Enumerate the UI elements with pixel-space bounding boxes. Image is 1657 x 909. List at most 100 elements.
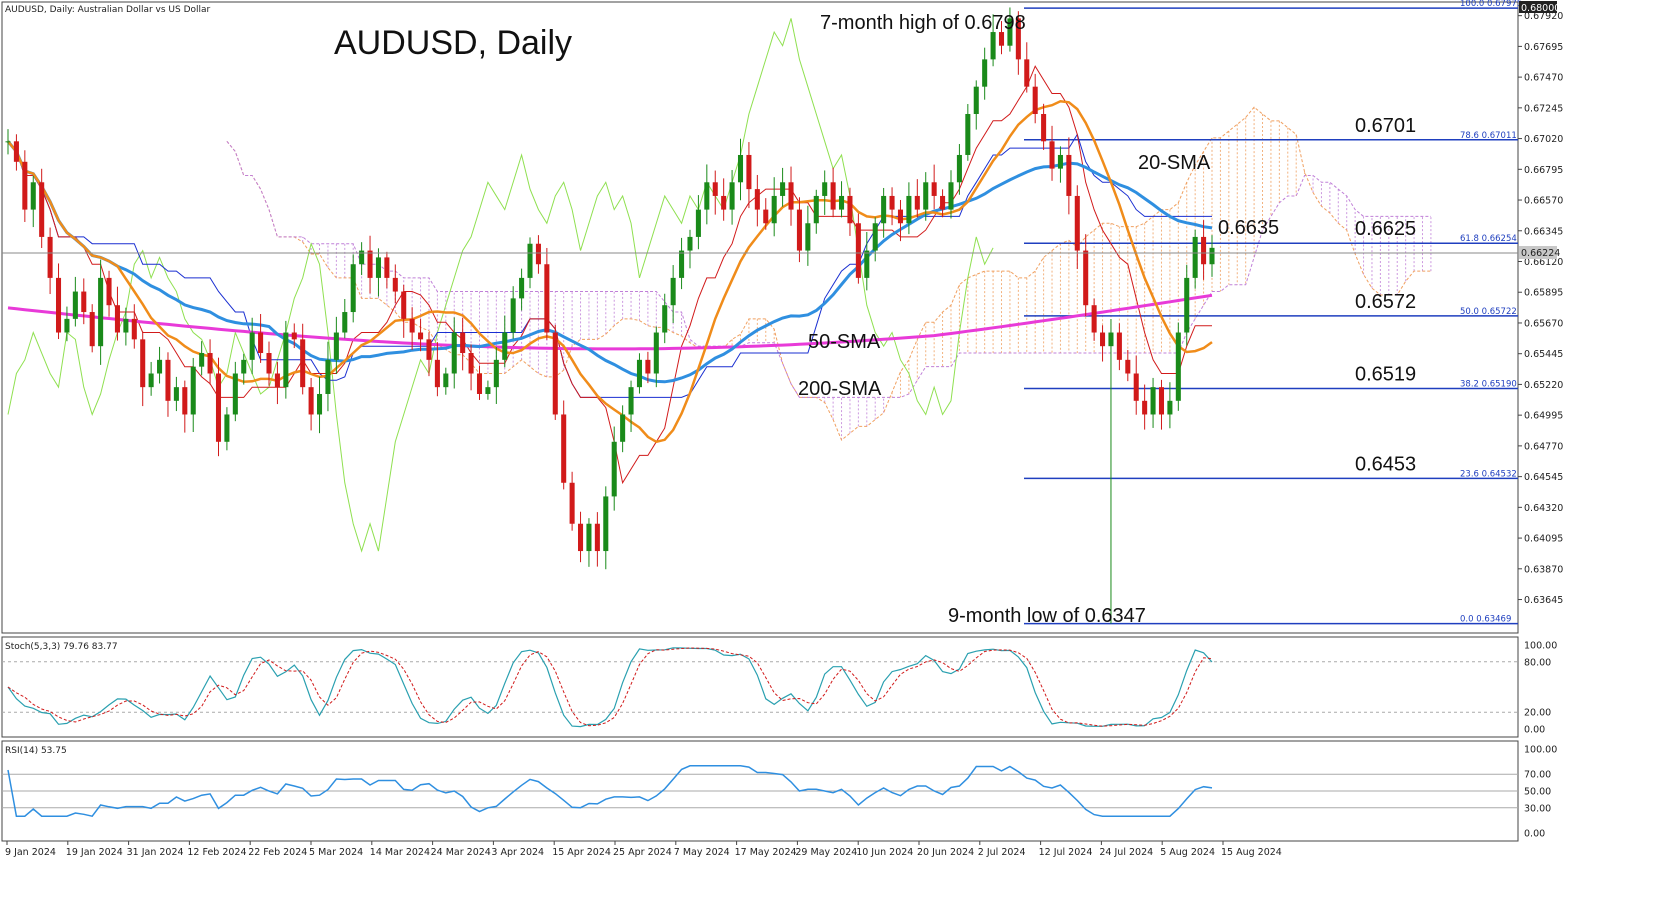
- date-tick-label: 20 Jun 2024: [917, 847, 974, 858]
- candle-body: [157, 359, 163, 374]
- candle-body: [224, 414, 230, 442]
- candle-body: [392, 277, 398, 292]
- candle-body: [923, 182, 929, 210]
- candle-body: [763, 209, 769, 224]
- price-tick-label: 0.65445: [1524, 349, 1563, 360]
- candle-body: [502, 332, 508, 360]
- price-tick-label: 0.65895: [1524, 288, 1563, 299]
- candle-body: [519, 277, 525, 299]
- date-tick-label: 12 Feb 2024: [187, 847, 246, 858]
- candle-body: [1032, 86, 1038, 114]
- candle-body: [822, 182, 828, 196]
- candle-body: [603, 496, 609, 552]
- top-price-box: [1519, 1, 1557, 13]
- candle-body: [22, 161, 28, 210]
- candle-body: [552, 332, 558, 415]
- candle-body: [325, 359, 331, 394]
- senkou-span-b: [226, 140, 1431, 398]
- candle-body: [586, 523, 592, 552]
- candle-body: [39, 182, 45, 237]
- stoch-signal-line: [7, 647, 1213, 727]
- date-tick-label: 5 Aug 2024: [1160, 847, 1215, 858]
- candle-body: [300, 339, 306, 388]
- candle-body: [274, 373, 280, 388]
- candle-body: [940, 195, 946, 210]
- candle-body: [232, 373, 238, 415]
- fibonacci-levels: 100.0 0.67975 78.6 0.67011 0.6701 61.8 0.66…: [1024, 0, 1522, 625]
- candle-body: [906, 195, 912, 224]
- candle-body: [426, 339, 432, 360]
- date-tick-label: 29 May 2024: [795, 847, 857, 858]
- fib-level-label: 78.6 0.67011: [1460, 131, 1517, 141]
- symbol-line: AUDUSD, Daily: Australian Dollar vs US D…: [5, 5, 211, 15]
- candle-body: [721, 195, 727, 210]
- candle-body: [998, 32, 1005, 46]
- candle-body: [771, 195, 777, 224]
- candle-body: [1133, 373, 1139, 401]
- stoch-main-line: [7, 647, 1213, 728]
- candle-body: [1041, 113, 1047, 142]
- price-tick-label: 0.67695: [1524, 42, 1563, 53]
- candle-body: [1167, 400, 1173, 415]
- price-tick-label: 0.66345: [1524, 226, 1563, 237]
- rsi-line: [7, 765, 1213, 818]
- senkou-span-a: [226, 106, 1431, 441]
- sma50-line: [6, 140, 1213, 384]
- candle-body: [704, 182, 710, 210]
- stoch-tick-label: 80.00: [1524, 657, 1551, 668]
- date-tick-label: 15 Apr 2024: [552, 847, 611, 858]
- rsi-tick-label: 100.00: [1524, 745, 1557, 756]
- stoch-tick-label: 100.00: [1524, 641, 1557, 652]
- candle-body: [114, 305, 120, 333]
- candle-body: [215, 373, 222, 442]
- candle-body: [645, 359, 651, 374]
- candle-body: [64, 318, 70, 333]
- candle-body: [780, 182, 786, 196]
- fib-level-value: 0.6519: [1355, 364, 1416, 386]
- current-price-label: 0.66224: [1521, 248, 1560, 259]
- candle-body: [1125, 359, 1131, 374]
- candle-body: [636, 359, 642, 388]
- candle-body: [1175, 332, 1181, 401]
- fib-level-label: 100.0 0.67975: [1460, 0, 1522, 9]
- candle-body: [754, 189, 760, 210]
- price-tick-label: 0.66570: [1524, 196, 1563, 207]
- candle-body: [1083, 250, 1089, 306]
- candle-body: [30, 182, 36, 210]
- candle-body: [805, 223, 811, 251]
- date-tick-label: 12 Jul 2024: [1039, 847, 1093, 858]
- rsi-tick-label: 50.00: [1524, 787, 1551, 798]
- fib-level-label: 23.6 0.64532: [1460, 469, 1517, 479]
- candle-body: [1209, 247, 1215, 265]
- fib-level-value: 0.6625: [1355, 218, 1416, 240]
- candle-body: [1184, 277, 1190, 333]
- candle-body: [1049, 141, 1055, 169]
- candle-body: [1158, 387, 1165, 415]
- candle-body: [687, 236, 693, 251]
- candle-body: [258, 332, 264, 354]
- candle-body: [173, 387, 179, 401]
- candle-body: [695, 209, 701, 237]
- stochastic-oscillator: 100.00 80.00 20.00 0.00: [2, 641, 1557, 736]
- candle-body: [982, 59, 988, 87]
- candle-body: [460, 332, 466, 354]
- stoch-label: Stoch(5,3,3) 79.76 83.77: [5, 642, 118, 652]
- rsi-label: RSI(14) 53.75: [5, 746, 67, 756]
- candle-body: [55, 277, 62, 333]
- stoch-tick-label: 20.00: [1524, 708, 1551, 719]
- date-tick-label: 7 May 2024: [674, 847, 730, 858]
- date-tick-label: 24 Jul 2024: [1099, 847, 1153, 858]
- price-tick-label: 0.66120: [1524, 257, 1563, 268]
- candle-body: [830, 182, 836, 210]
- chikou-line: [7, 18, 994, 553]
- rsi-indicator: 100.00 70.00 50.00 30.00 0.00: [2, 745, 1557, 840]
- candle-body: [611, 441, 617, 497]
- date-tick-label: 17 May 2024: [735, 847, 797, 858]
- candle-body: [628, 387, 634, 415]
- candle-body: [199, 353, 205, 367]
- candle-body: [1116, 332, 1122, 360]
- date-tick-label: 3 Apr 2024: [491, 847, 544, 858]
- candle-body: [855, 223, 861, 278]
- fib-level-label: 0.0 0.63469: [1460, 615, 1511, 625]
- candle-body: [72, 291, 78, 319]
